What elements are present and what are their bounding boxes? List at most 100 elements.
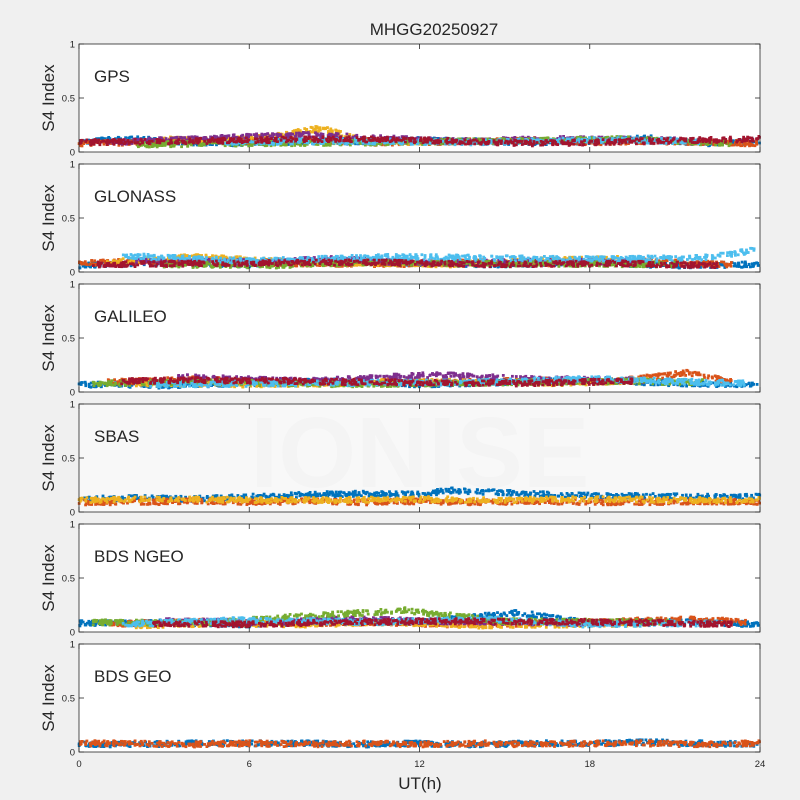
data-point: [80, 141, 83, 144]
data-point: [160, 139, 163, 142]
data-point: [455, 140, 458, 143]
data-point: [122, 139, 125, 142]
data-point: [337, 132, 340, 135]
data-point: [707, 139, 710, 142]
data-point: [291, 142, 294, 145]
data-point: [755, 261, 758, 264]
data-point: [652, 142, 655, 145]
data-point: [115, 140, 118, 143]
data-point: [529, 143, 532, 146]
data-point: [757, 264, 760, 267]
data-point: [130, 141, 133, 144]
data-point: [318, 127, 321, 130]
data-point: [246, 133, 249, 136]
data-point: [419, 139, 422, 142]
data-point: [677, 140, 680, 143]
data-point: [356, 142, 359, 145]
data-point: [562, 137, 565, 140]
data-point: [410, 137, 413, 140]
data-point: [336, 139, 339, 142]
data-point: [141, 142, 144, 145]
data-point: [368, 139, 371, 142]
data-point: [533, 140, 536, 143]
data-point: [744, 263, 747, 266]
data-point: [86, 139, 89, 142]
data-point: [737, 263, 740, 266]
y-tick-label: 1: [70, 40, 75, 51]
data-point: [99, 143, 102, 146]
data-point: [254, 141, 257, 144]
data-point: [413, 140, 416, 143]
data-point: [520, 140, 523, 143]
data-point: [540, 140, 543, 143]
data-point: [207, 139, 210, 142]
data-point: [697, 140, 700, 143]
data-point: [332, 136, 335, 139]
data-point: [386, 136, 389, 139]
data-point: [220, 141, 223, 144]
data-point: [743, 265, 746, 268]
data-point: [593, 136, 596, 139]
data-point: [648, 139, 651, 142]
data-point: [504, 141, 507, 144]
data-point: [317, 141, 320, 144]
data-point: [404, 141, 407, 144]
data-point: [551, 143, 554, 146]
data-point: [546, 141, 549, 144]
data-point: [517, 140, 520, 143]
data-point: [192, 142, 195, 145]
data-point: [101, 140, 104, 143]
data-point: [424, 141, 427, 144]
data-point: [423, 137, 426, 140]
data-point: [282, 136, 285, 139]
data-point: [264, 137, 267, 140]
data-point: [514, 136, 517, 139]
data-point: [169, 140, 172, 143]
data-point: [728, 144, 731, 147]
data-point: [718, 139, 721, 142]
data-point: [180, 145, 183, 148]
data-point: [91, 141, 94, 144]
data-point: [684, 137, 687, 140]
data-point: [606, 141, 609, 144]
data-point: [521, 137, 524, 140]
data-point: [651, 138, 654, 141]
data-point: [756, 137, 759, 140]
data-point: [182, 142, 185, 145]
data-point: [735, 144, 738, 147]
data-point: [451, 139, 454, 142]
data-point: [245, 137, 248, 140]
data-point: [246, 141, 249, 144]
data-point: [635, 142, 638, 145]
data-point: [417, 142, 420, 145]
data-point: [214, 139, 217, 142]
data-point: [329, 137, 332, 140]
data-point: [523, 142, 526, 145]
data-point: [508, 140, 511, 143]
data-point: [615, 139, 618, 142]
data-point: [568, 144, 571, 147]
data-point: [306, 142, 309, 145]
data-point: [714, 144, 717, 147]
data-point: [496, 143, 499, 146]
data-point: [469, 140, 472, 143]
data-point: [322, 133, 325, 136]
data-point: [409, 140, 412, 143]
data-point: [446, 137, 449, 140]
data-point: [276, 140, 279, 143]
data-point: [290, 140, 293, 143]
panel-glonass: 00.51GLONASSS4 Index: [39, 160, 760, 279]
data-point: [573, 143, 576, 146]
data-point: [260, 137, 263, 140]
data-point: [589, 140, 592, 143]
data-point: [378, 139, 381, 142]
data-point: [720, 144, 723, 147]
data-point: [488, 140, 491, 143]
data-point: [662, 141, 665, 144]
data-point: [477, 142, 480, 145]
data-point: [679, 137, 682, 140]
data-point: [514, 139, 517, 142]
data-point: [422, 141, 425, 144]
data-point: [380, 137, 383, 140]
data-point: [712, 140, 715, 143]
